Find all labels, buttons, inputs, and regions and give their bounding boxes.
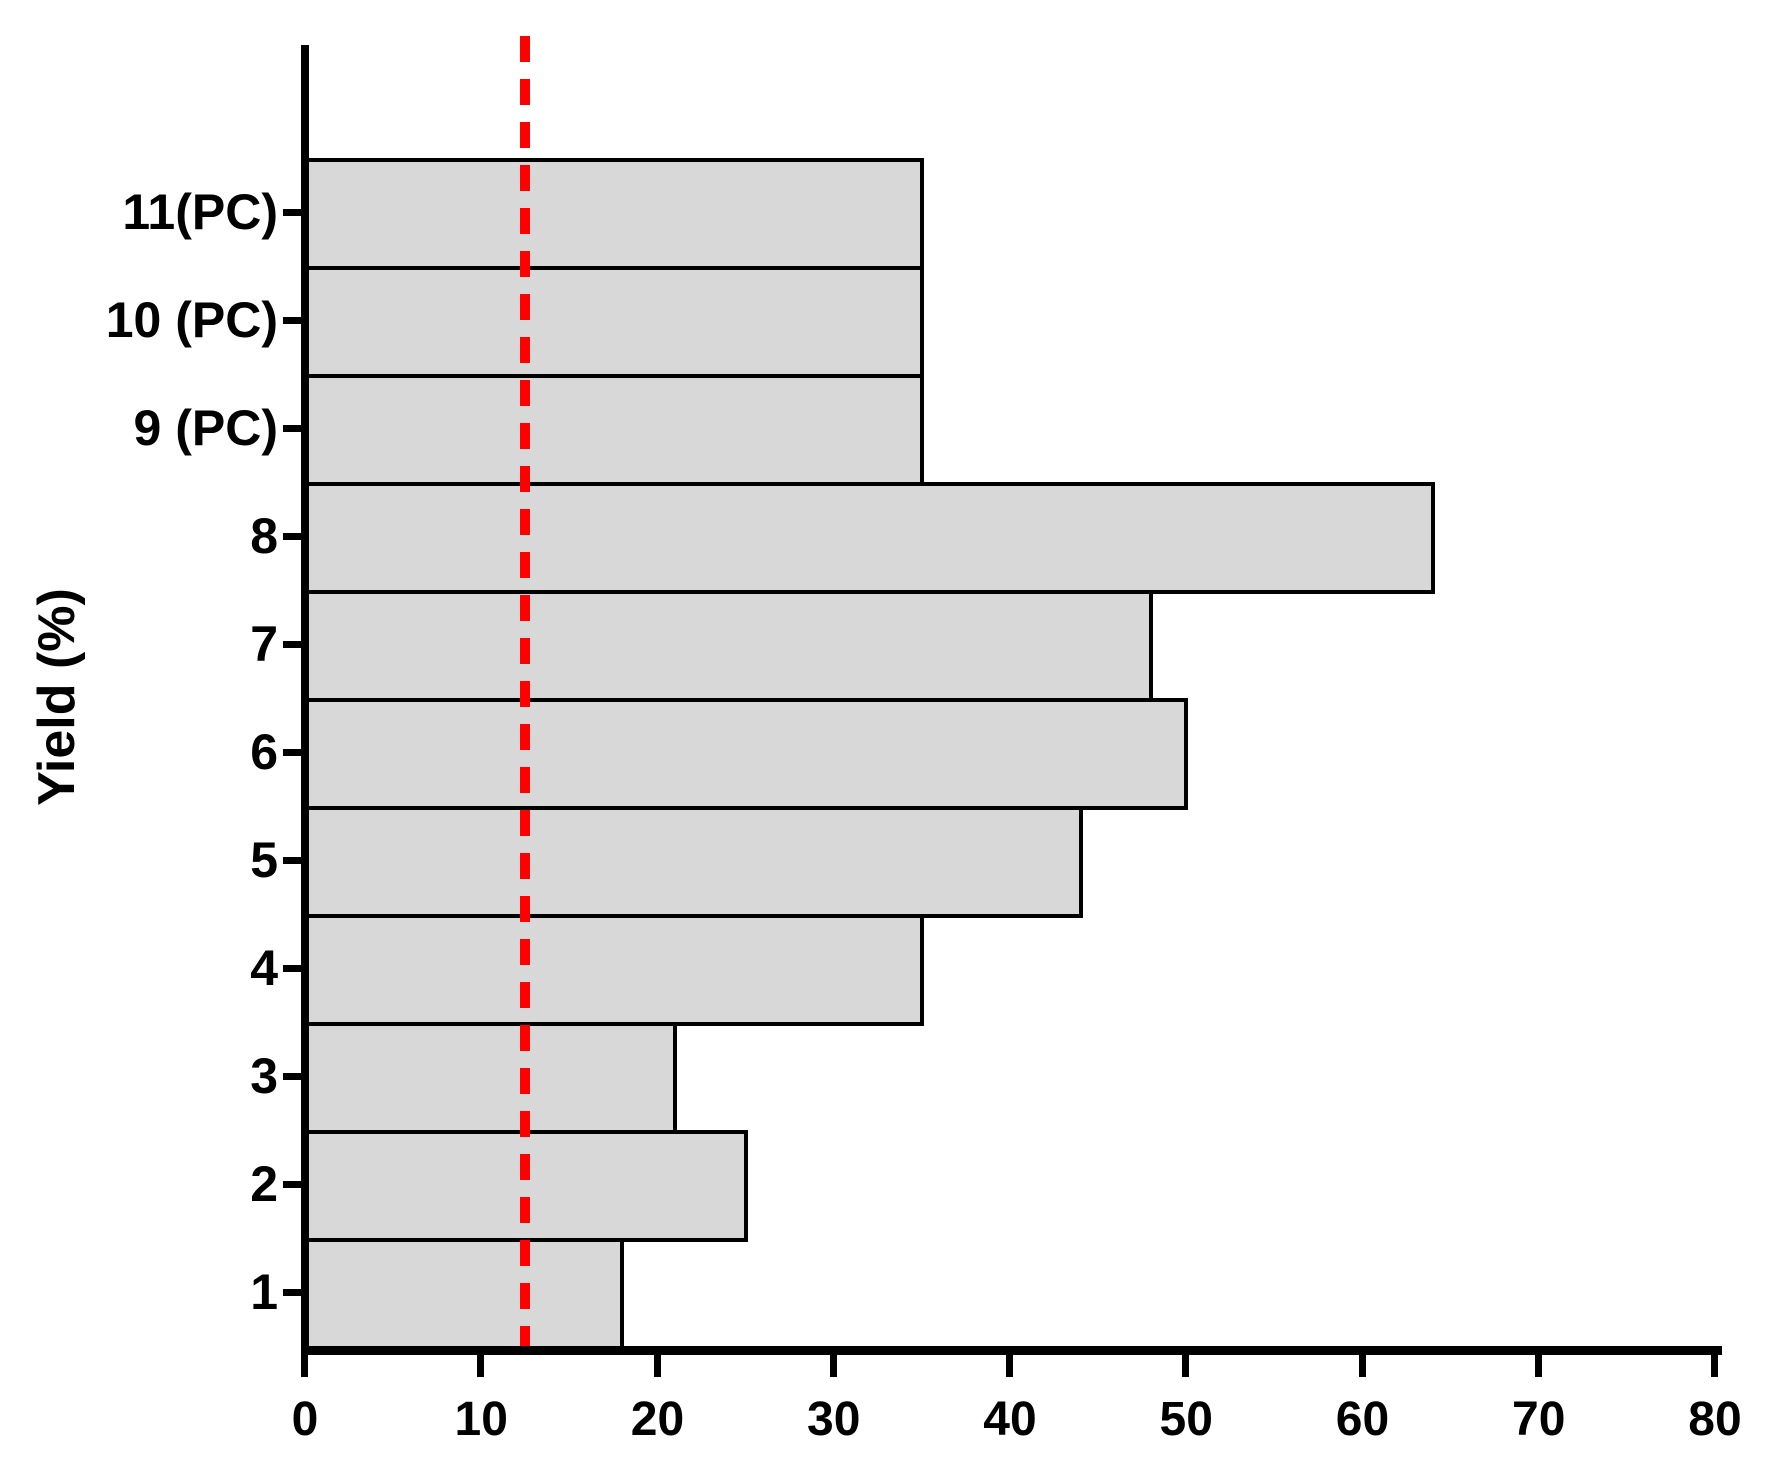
x-tick [829, 1355, 837, 1377]
y-tick [283, 533, 301, 540]
bar [303, 1238, 625, 1350]
y-tick [283, 1181, 301, 1188]
y-tick-label: 6 [250, 724, 278, 780]
y-tick [283, 749, 301, 756]
x-tick-label: 50 [1159, 1393, 1213, 1446]
y-tick-label: 1 [250, 1264, 278, 1320]
x-tick-label: 10 [454, 1393, 508, 1446]
x-tick [653, 1355, 661, 1377]
bar [303, 806, 1083, 918]
y-tick [283, 857, 301, 864]
x-tick [301, 1355, 308, 1377]
y-axis-line [301, 45, 309, 1355]
y-tick [283, 1289, 301, 1296]
x-tick [1711, 1355, 1718, 1377]
y-tick [283, 425, 301, 432]
x-tick-label: 80 [1688, 1393, 1742, 1446]
y-tick [283, 641, 301, 648]
x-tick-label: 60 [1335, 1393, 1390, 1446]
bar [303, 1022, 678, 1134]
y-tick-label: 8 [250, 508, 278, 564]
y-tick [283, 317, 301, 324]
y-tick-label: 2 [250, 1156, 278, 1212]
y-tick-label: 3 [250, 1048, 278, 1104]
y-tick-label: 10 (PC) [105, 292, 278, 348]
bar [303, 158, 924, 270]
y-tick [283, 209, 301, 216]
x-tick [477, 1355, 485, 1377]
bar [303, 590, 1153, 702]
x-tick-label: 40 [983, 1393, 1037, 1446]
bar [303, 266, 924, 378]
y-tick-label: 9 (PC) [133, 400, 278, 456]
y-tick [283, 1073, 301, 1080]
reference-line [520, 36, 531, 1346]
y-tick-label: 5 [250, 832, 278, 888]
y-tick [283, 965, 301, 972]
y-tick-label: 7 [250, 616, 278, 672]
x-tick [1534, 1355, 1542, 1377]
y-tick-label: 11(PC) [122, 184, 278, 240]
bar [303, 374, 924, 486]
x-tick-label: 20 [630, 1393, 685, 1446]
x-tick [1182, 1355, 1190, 1377]
x-tick [1006, 1355, 1013, 1377]
x-tick-label: 30 [807, 1393, 861, 1446]
bar [303, 914, 924, 1026]
x-tick-label: 0 [291, 1393, 319, 1446]
x-axis-line [301, 1346, 1722, 1355]
x-tick [1358, 1355, 1366, 1377]
bar [303, 482, 1435, 594]
x-tick-label: 70 [1512, 1393, 1566, 1446]
y-tick-label: 4 [250, 940, 278, 996]
bar [303, 698, 1189, 810]
